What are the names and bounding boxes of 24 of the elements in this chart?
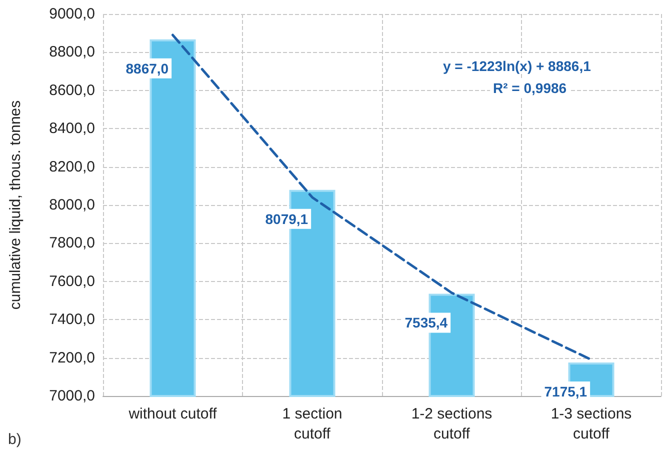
y-tick-label: 8400,0 — [49, 120, 95, 138]
data-label: 7535,4 — [404, 314, 448, 331]
y-tick-label: 7000,0 — [49, 388, 95, 404]
y-tick-label: 7400,0 — [49, 311, 95, 328]
y-tick-label: 8800,0 — [49, 44, 95, 61]
x-tick-label: without cutoff — [128, 406, 218, 422]
y-tick-label: 8200,0 — [49, 158, 95, 176]
y-tick-label: 8000,0 — [49, 196, 95, 214]
y-tick-label: 7800,0 — [49, 234, 95, 252]
x-tick-label: 1-3 sections cutoff — [550, 406, 632, 442]
data-label: 8867,0 — [126, 60, 169, 76]
y-axis-title: cumulative liquid, thous. tonnes — [7, 100, 24, 310]
annotation: R² = 0,9986 — [493, 80, 567, 96]
y-tick-label: 7600,0 — [49, 272, 95, 290]
annotation: y = -1223ln(x) + 8886,1 — [443, 58, 592, 74]
data-label: 8079,1 — [265, 210, 308, 227]
y-tick-label: 7200,0 — [49, 349, 95, 366]
line-series — [172, 34, 592, 361]
x-tick-label: 1-2 sections cutoff — [411, 406, 492, 442]
y-tick-label: 8600,0 — [49, 82, 95, 99]
data-label: 7175,1 — [544, 384, 588, 400]
x-tick-label: 1 section cutoff — [282, 406, 342, 442]
y-tick-label: 9000,0 — [49, 6, 95, 22]
text: b) — [8, 431, 22, 448]
